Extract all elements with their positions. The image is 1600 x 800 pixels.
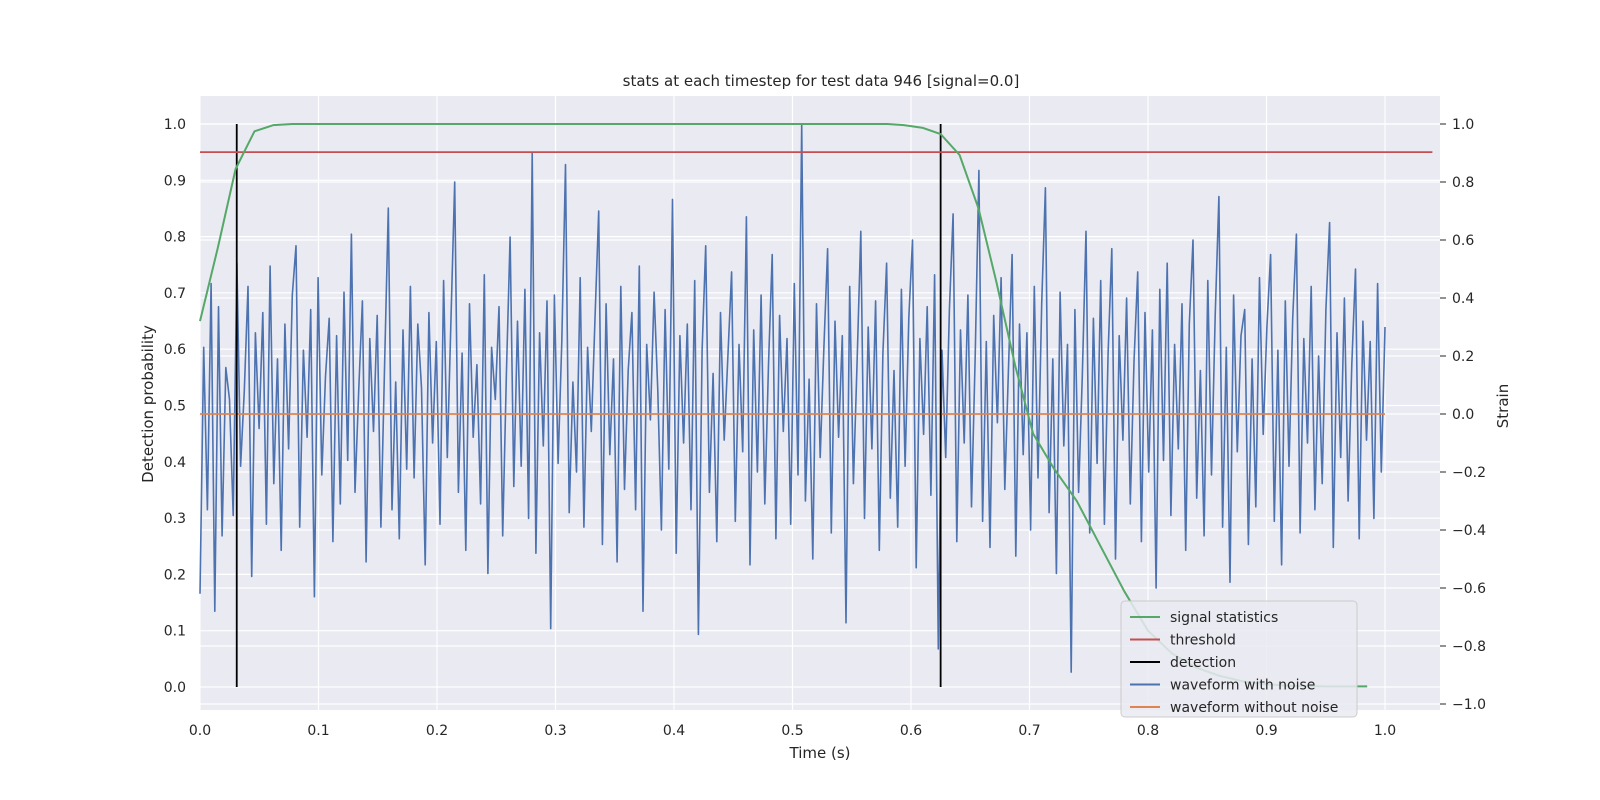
- x-tick-label: 0.7: [1018, 723, 1040, 739]
- y-tick-label: 1.0: [164, 117, 186, 133]
- legend-label: detection: [1170, 655, 1236, 671]
- y-axis: 0.0 0.1 0.2 0.3 0.4 0.5 0.6 0.7 0.8 0.9 1.0: [164, 117, 186, 696]
- legend-box: [1120, 600, 1358, 718]
- x-tick-label: 0.9: [1255, 723, 1277, 739]
- y2-tick-label: −0.8: [1452, 639, 1486, 655]
- legend: signal statistics threshold detection wavef…: [1120, 600, 1358, 718]
- y-tick-label: 0.9: [164, 173, 186, 189]
- y2-tick-label: 0.8: [1452, 175, 1474, 191]
- y-tick-label: 0.2: [164, 567, 186, 583]
- y-tick-label: 0.5: [164, 399, 186, 415]
- x-tick-label: 0.8: [1137, 723, 1159, 739]
- x-tick-label: 0.0: [189, 723, 211, 739]
- chart-marks: [199, 123, 1433, 688]
- x-tick-label: 0.5: [781, 723, 803, 739]
- y2-tick-label: −1.0: [1452, 697, 1486, 713]
- y2-tick-label: 1.0: [1452, 117, 1474, 133]
- y-tick-label: 0.4: [164, 455, 186, 471]
- y-tick-label: 0.1: [164, 624, 186, 640]
- y2-tick-label: −0.2: [1452, 465, 1486, 481]
- x-tick-label: 0.6: [900, 723, 922, 739]
- y2-tick-label: 0.0: [1452, 407, 1474, 423]
- y-tick-label: 0.3: [164, 511, 186, 527]
- y2-tick-label: −0.6: [1452, 581, 1486, 597]
- legend-label: signal statistics: [1170, 610, 1278, 626]
- y-tick-label: 0.7: [164, 286, 186, 302]
- chart-title: stats at each timestep for test data 946…: [623, 72, 1020, 90]
- legend-label: waveform with noise: [1170, 678, 1315, 694]
- y2-tick-label: 0.2: [1452, 349, 1474, 365]
- x-axis: 0.0 0.1 0.2 0.3 0.4 0.5 0.6 0.7 0.8 0.9 1.0: [189, 723, 1396, 739]
- y2-tick-label: 0.4: [1452, 291, 1474, 307]
- y2-tick-label: −0.4: [1452, 523, 1486, 539]
- y-axis-title: Detection probability: [139, 325, 157, 483]
- y2-axis: −1.0 −0.8 −0.6 −0.4 −0.2 0.0 0.2 0.4 0.6 0.8 1.0: [1440, 117, 1486, 713]
- x-tick-label: 1.0: [1374, 723, 1396, 739]
- y2-axis-title: Strain: [1494, 384, 1512, 428]
- y-tick-label: 0.0: [164, 680, 186, 696]
- legend-label: waveform without noise: [1170, 700, 1338, 716]
- x-tick-label: 0.4: [663, 723, 685, 739]
- legend-label: threshold: [1170, 633, 1236, 649]
- y2-tick-label: 0.6: [1452, 233, 1474, 249]
- x-tick-label: 0.2: [426, 723, 448, 739]
- x-axis-title: Time (s): [789, 744, 851, 762]
- y-tick-label: 0.8: [164, 230, 186, 246]
- x-tick-label: 0.1: [307, 723, 329, 739]
- y-tick-label: 0.6: [164, 342, 186, 358]
- x-tick-label: 0.3: [544, 723, 566, 739]
- waveform-with-noise-line: [199, 123, 1386, 673]
